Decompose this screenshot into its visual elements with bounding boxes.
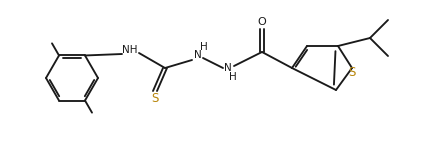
Text: O: O: [258, 17, 266, 27]
Text: NH: NH: [122, 45, 138, 55]
Text: S: S: [152, 92, 159, 104]
Text: N: N: [194, 50, 202, 60]
Text: H: H: [200, 42, 208, 52]
Text: S: S: [348, 67, 356, 80]
Text: N: N: [224, 63, 232, 73]
Text: H: H: [229, 72, 237, 82]
